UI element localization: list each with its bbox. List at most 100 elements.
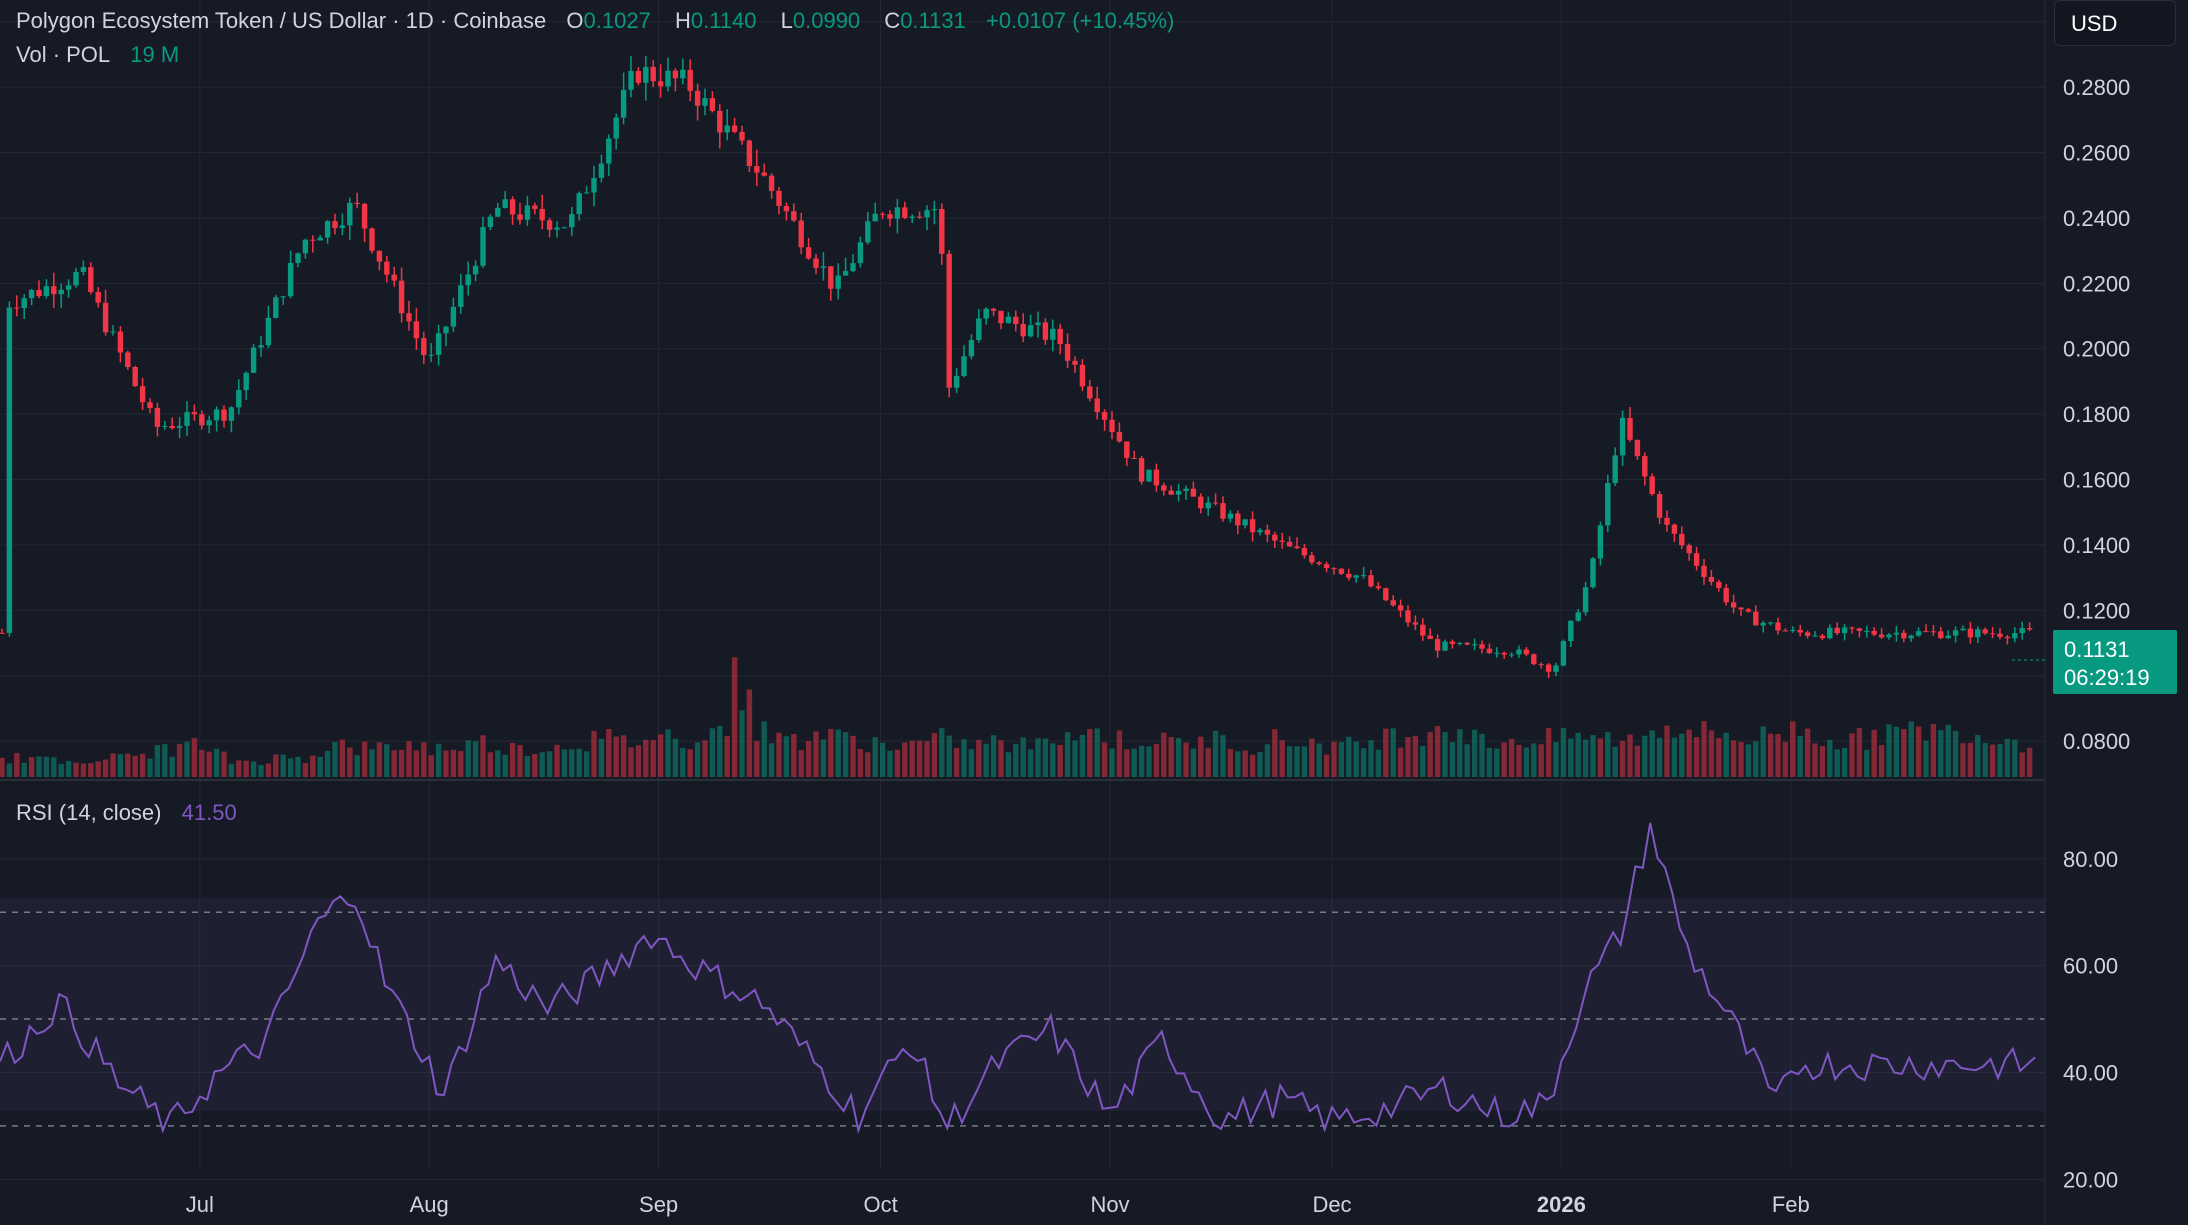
volume-bar [1390, 728, 1396, 777]
candle-body [1960, 628, 1966, 631]
candle-body [117, 331, 124, 353]
volume-bar [265, 763, 272, 777]
volume-bar [591, 730, 597, 777]
open-label: O [566, 8, 584, 33]
candle-body [694, 90, 701, 106]
candle-body [347, 202, 353, 226]
candle-body [924, 210, 930, 218]
candle-body [384, 261, 390, 275]
close-value: 0.1131 [900, 8, 966, 33]
volume-bar [576, 748, 582, 777]
candle-body [310, 239, 316, 241]
price-tick-label: 0.2600 [2063, 141, 2130, 166]
candle-body [199, 414, 205, 426]
volume-bar [1915, 726, 1922, 777]
candle-body [1124, 441, 1130, 458]
candle-body [524, 205, 531, 220]
volume-bar [953, 747, 960, 777]
volume-bar [1412, 735, 1419, 777]
candle-body [768, 175, 775, 191]
volume-bar [458, 751, 464, 777]
volume-bar [1064, 732, 1071, 777]
volume-bar [1138, 745, 1145, 777]
volume-bar [1686, 729, 1692, 777]
volume-bar [1353, 741, 1359, 777]
volume-bar [1397, 747, 1404, 777]
volume-bar [413, 750, 420, 777]
candle-body [1331, 568, 1337, 570]
candle-body [842, 271, 849, 276]
candle-body [1738, 607, 1744, 610]
candle-body [1656, 494, 1663, 518]
candle-body [1153, 469, 1160, 486]
volume-bar [1072, 740, 1078, 777]
candle-body [761, 172, 767, 176]
volume-bar [80, 763, 87, 777]
volume-bar [1582, 739, 1589, 777]
volume-bar [835, 729, 841, 777]
candle-body [953, 375, 960, 388]
candle-body [1767, 622, 1774, 624]
volume-bar [857, 749, 864, 777]
volume-bar [1249, 754, 1256, 777]
volume-bar [332, 741, 338, 777]
candle-body [1531, 654, 1537, 665]
volume-bar [887, 750, 893, 777]
grid-lines [0, 0, 2045, 1180]
volume-bar [916, 740, 923, 777]
volume-bar [665, 729, 671, 777]
candle-body [828, 266, 834, 289]
candle-body [450, 306, 457, 327]
candle-body [583, 192, 590, 194]
volume-bar [990, 735, 997, 777]
volume-bar [102, 759, 109, 777]
volume-bar [1301, 746, 1308, 777]
candle-body [1553, 665, 1559, 672]
volume-bar [1212, 730, 1219, 777]
candle-body [1494, 652, 1500, 654]
candle-body [916, 216, 923, 218]
candle-body [1190, 488, 1197, 497]
candle-body [1930, 631, 1937, 633]
volume-bar [1050, 743, 1056, 777]
candle-body [1064, 343, 1071, 361]
volume-bar [1938, 730, 1944, 777]
candle-body [21, 298, 27, 309]
candle-body [273, 297, 279, 318]
volume-bar [1812, 743, 1818, 777]
volume-bar [1101, 742, 1108, 777]
rsi-band-background [0, 898, 2045, 1111]
currency-button[interactable]: USD [2054, 0, 2176, 46]
volume-bar [1738, 741, 1744, 777]
candle-body [835, 275, 841, 289]
candle-body [961, 356, 967, 376]
volume-bar [1242, 750, 1248, 777]
candle-body [1730, 602, 1737, 608]
candle-body [1516, 649, 1522, 655]
volume-bar [643, 739, 649, 777]
candle-body [1005, 316, 1012, 324]
volume-bar [1782, 741, 1789, 777]
volume-bar [310, 755, 316, 777]
candle-body [939, 209, 945, 254]
volume-bar [472, 741, 479, 777]
low-value: 0.0990 [792, 8, 861, 33]
candle-body [1442, 641, 1448, 651]
volume-bar [0, 757, 5, 777]
symbol-title: Polygon Ecosystem Token / US Dollar · 1D… [16, 8, 547, 33]
volume-bar [1420, 745, 1426, 777]
volume-bar [51, 757, 57, 777]
volume-bar [58, 763, 64, 777]
candle-body [421, 338, 427, 356]
volume-bar [976, 739, 982, 777]
volume-bar [1841, 747, 1848, 777]
candle-body [162, 425, 168, 427]
candle-body [88, 267, 94, 293]
candle-body [1827, 627, 1833, 639]
candle-body [169, 425, 175, 429]
candle-body [1109, 419, 1115, 433]
candle-body [458, 285, 464, 307]
candle-body [324, 221, 331, 238]
volume-bar [1227, 749, 1234, 777]
volume-bar [517, 744, 523, 777]
